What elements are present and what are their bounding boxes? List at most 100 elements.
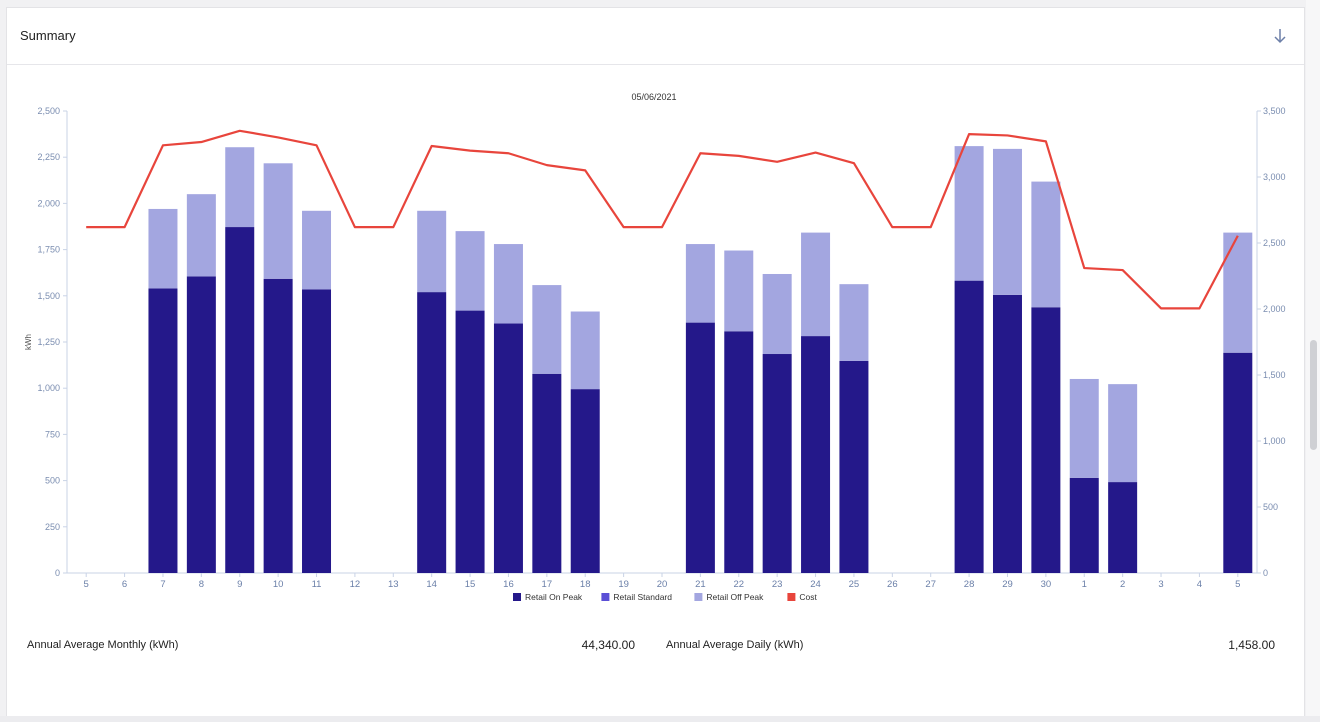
bar-retail-off-peak [263,163,293,279]
bar-retail-off-peak [186,194,216,277]
bottom-strip [0,716,1320,722]
bar-retail-on-peak [532,373,562,573]
x-tick-label: 8 [199,579,204,590]
bar-retail-on-peak [455,310,485,573]
bar-retail-on-peak [954,280,984,573]
legend-label: Retail On Peak [525,592,583,602]
bar-retail-off-peak [1223,232,1253,353]
x-tick-label: 23 [772,579,783,590]
bar-retail-off-peak [762,273,792,355]
monthly-average-label: Annual Average Monthly (kWh) [27,639,179,651]
chart-title: 05/06/2021 [631,92,676,102]
bar-retail-off-peak [225,147,255,228]
x-tick-label: 10 [273,579,284,590]
bar-retail-off-peak [992,148,1022,295]
y-tick-label: 2,000 [37,198,60,208]
bar-retail-on-peak [1108,482,1138,573]
y-tick-label: 2,500 [37,106,60,116]
bar-retail-off-peak [148,208,178,289]
y-right-tick-label: 3,000 [1263,172,1286,182]
x-tick-label: 27 [925,579,936,590]
summary-chart: 05/06/202102505007501,0001,2501,5001,750… [24,92,1286,602]
x-tick-label: 9 [237,579,242,590]
y-tick-label: 500 [45,476,60,486]
x-tick-label: 1 [1082,579,1087,590]
bar-retail-off-peak [685,244,715,323]
cost-line [86,129,1239,310]
x-tick-label: 22 [733,579,744,590]
x-tick-label: 5 [1235,579,1240,590]
bar-retail-off-peak [1108,384,1138,483]
x-tick-label: 11 [312,579,322,590]
legend-label: Cost [799,592,817,602]
x-tick-label: 20 [657,579,668,590]
x-tick-label: 19 [618,579,629,590]
bar-retail-on-peak [1031,307,1061,573]
bar-retail-on-peak [570,389,600,573]
bar-retail-off-peak [1069,378,1099,478]
bar-retail-on-peak [493,323,523,573]
bar-retail-off-peak [724,250,754,332]
bar-retail-off-peak [417,210,447,293]
legend-swatch [787,593,796,601]
y-right-tick-label: 1,500 [1263,370,1286,380]
bar-retail-on-peak [148,288,178,573]
bar-retail-on-peak [724,331,754,573]
x-tick-label: 4 [1197,579,1202,590]
x-tick-label: 18 [580,579,591,590]
x-tick-label: 7 [160,579,165,590]
x-tick-label: 5 [84,579,89,590]
x-tick-label: 14 [426,579,437,590]
card-title: Summary [20,28,76,43]
y-right-tick-label: 0 [1263,568,1268,578]
x-tick-label: 3 [1158,579,1163,590]
x-tick-label: 6 [122,579,127,590]
legend-swatch [513,593,521,601]
x-tick-label: 17 [542,579,553,590]
bar-retail-on-peak [992,294,1022,573]
bar-retail-on-peak [1223,352,1253,573]
bar-retail-off-peak [532,285,562,374]
x-tick-label: 24 [810,579,821,590]
y-right-tick-label: 3,500 [1263,106,1286,116]
bar-retail-on-peak [801,336,831,573]
scrollbar-thumb[interactable] [1310,340,1317,450]
y-right-tick-label: 1,000 [1263,436,1286,446]
x-tick-label: 21 [695,579,706,590]
y-tick-label: 1,500 [37,291,60,301]
bar-retail-off-peak [570,311,600,390]
y-tick-label: 0 [55,568,60,578]
bar-retail-on-peak [417,292,447,573]
legend-swatch [694,593,703,601]
monthly-average-value: 44,340.00 [581,638,635,652]
bar-retail-on-peak [1069,477,1099,573]
x-tick-label: 26 [887,579,898,590]
bar-retail-off-peak [493,244,523,324]
legend-label: Retail Off Peak [706,592,764,602]
y-tick-label: 750 [45,429,60,439]
x-tick-label: 15 [465,579,476,590]
daily-average-label: Annual Average Daily (kWh) [666,639,804,651]
x-tick-label: 25 [849,579,860,590]
x-tick-label: 29 [1002,579,1013,590]
bar-retail-off-peak [801,232,831,337]
x-tick-label: 2 [1120,579,1125,590]
arrow-down-icon[interactable] [1270,26,1290,46]
legend-swatch [601,593,610,601]
x-tick-label: 12 [350,579,361,590]
bar-retail-on-peak [839,360,869,573]
bar-retail-on-peak [685,322,715,573]
bar-retail-off-peak [302,210,332,290]
y-axis-label: kWh [24,334,33,350]
vertical-scrollbar[interactable] [1306,0,1320,722]
bar-retail-off-peak [954,146,984,281]
bar-retail-off-peak [839,284,869,361]
bar-retail-on-peak [186,276,216,573]
summary-card: Summary Annual Average Monthly (kWh) 44,… [6,7,1305,722]
x-tick-label: 13 [388,579,399,590]
x-tick-label: 30 [1041,579,1052,590]
y-tick-label: 1,000 [37,383,60,393]
stats-row: Annual Average Monthly (kWh) 44,340.00 A… [7,636,1306,656]
card-header: Summary [7,8,1304,65]
bar-retail-off-peak [455,231,485,311]
